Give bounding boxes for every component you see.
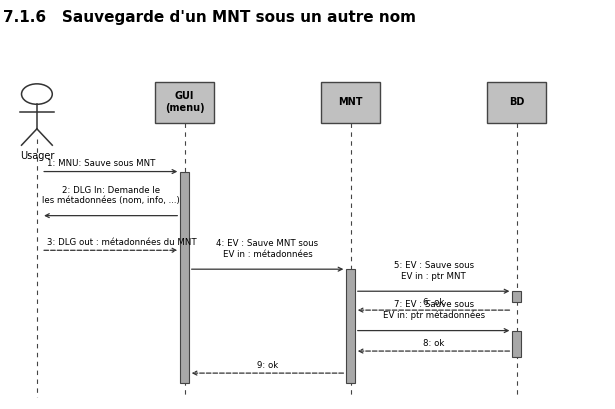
Bar xyxy=(321,82,379,123)
Bar xyxy=(180,171,189,382)
Text: 9: ok: 9: ok xyxy=(257,361,278,370)
Text: GUI
(menu): GUI (menu) xyxy=(165,91,204,113)
Text: MNT: MNT xyxy=(338,97,363,107)
Bar xyxy=(512,330,521,357)
Text: 5: EV : Sauve sous
EV in : ptr MNT: 5: EV : Sauve sous EV in : ptr MNT xyxy=(394,261,474,281)
Text: 4: EV : Sauve MNT sous
EV in : métadonnées: 4: EV : Sauve MNT sous EV in : métadonné… xyxy=(216,239,319,258)
Bar xyxy=(155,82,214,123)
Text: BD: BD xyxy=(509,97,524,107)
Text: 3: DLG out : métadonnées du MNT: 3: DLG out : métadonnées du MNT xyxy=(47,238,197,247)
Text: 2: DLG In: Demande le
les métadonnées (nom, info, ...): 2: DLG In: Demande le les métadonnées (n… xyxy=(42,186,180,205)
Bar xyxy=(487,82,546,123)
Bar xyxy=(346,269,355,382)
Text: 7.1.6   Sauvegarde d'un MNT sous un autre nom: 7.1.6 Sauvegarde d'un MNT sous un autre … xyxy=(3,10,416,25)
Text: 1: MNU: Sauve sous MNT: 1: MNU: Sauve sous MNT xyxy=(47,159,156,168)
Bar xyxy=(512,291,521,302)
Text: Usager: Usager xyxy=(20,151,54,161)
Text: 8: ok: 8: ok xyxy=(423,339,444,348)
Text: 7: EV : Sauve sous
EV in: ptr métadonnées: 7: EV : Sauve sous EV in: ptr métadonnée… xyxy=(383,300,485,320)
Text: 6: ok: 6: ok xyxy=(423,298,444,307)
